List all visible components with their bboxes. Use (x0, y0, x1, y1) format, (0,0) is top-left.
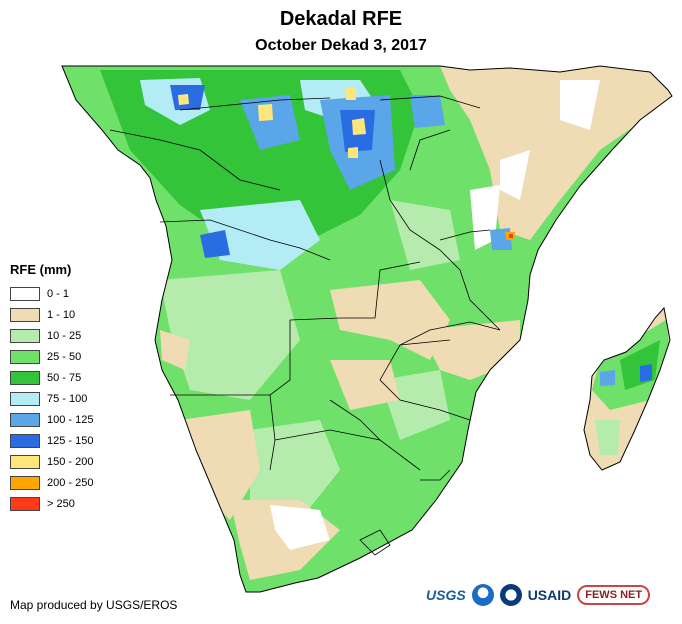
madagascar-rainfall (583, 307, 671, 471)
legend-label: 125 - 150 (47, 434, 94, 447)
legend-label: 200 - 250 (47, 476, 94, 489)
legend-swatch (10, 391, 40, 406)
fews-net-logo: FEWS NET (577, 585, 651, 605)
legend-swatch (10, 370, 40, 385)
usgs-logo: USGS (426, 587, 466, 603)
noaa-logo-icon (471, 584, 494, 606)
legend-item: 10 - 25 (10, 325, 140, 346)
legend-label: 0 - 1 (47, 287, 70, 300)
legend-label: 75 - 100 (47, 392, 88, 405)
partner-logos: USGS USAID FEWS NET (426, 584, 651, 606)
legend-item: 50 - 75 (10, 367, 140, 388)
legend: RFE (mm) 0 - 1 1 - 10 10 - 25 25 - 50 50… (10, 262, 140, 514)
legend-label: 50 - 75 (47, 371, 82, 384)
legend-item: 75 - 100 (10, 388, 140, 409)
usaid-logo: USAID (527, 587, 572, 603)
legend-item: > 250 (10, 493, 140, 514)
map-title: Dekadal RFE (279, 8, 403, 30)
legend-swatch (10, 454, 40, 469)
legend-label: 100 - 125 (47, 413, 94, 426)
legend-swatch (10, 328, 40, 343)
legend-swatch (10, 307, 40, 322)
legend-swatch (10, 412, 40, 427)
legend-title: RFE (mm) (10, 262, 72, 277)
legend-swatch (10, 349, 40, 364)
legend-label: > 250 (47, 497, 75, 510)
legend-label: 1 - 10 (47, 308, 76, 321)
legend-swatch (10, 433, 40, 448)
legend-item: 100 - 125 (10, 409, 140, 430)
legend-label: 10 - 25 (47, 329, 82, 342)
country-borders (109, 95, 501, 556)
legend-label: 25 - 50 (47, 350, 82, 363)
legend-item: 150 - 200 (10, 451, 140, 472)
legend-item: 25 - 50 (10, 346, 140, 367)
legend-item: 0 - 1 (10, 283, 140, 304)
legend-item: 1 - 10 (10, 304, 140, 325)
mainland-rainfall (61, 65, 673, 593)
map-credit: Map produced by USGS/EROS (10, 598, 178, 612)
legend-swatch (10, 475, 40, 490)
legend-swatch (10, 286, 40, 301)
usaid-seal-icon (499, 584, 522, 606)
legend-label: 150 - 200 (47, 455, 94, 468)
map-subtitle: October Dekad 3, 2017 (255, 37, 427, 54)
legend-item: 125 - 150 (10, 430, 140, 451)
legend-item: 200 - 250 (10, 472, 140, 493)
legend-swatch (10, 496, 40, 511)
